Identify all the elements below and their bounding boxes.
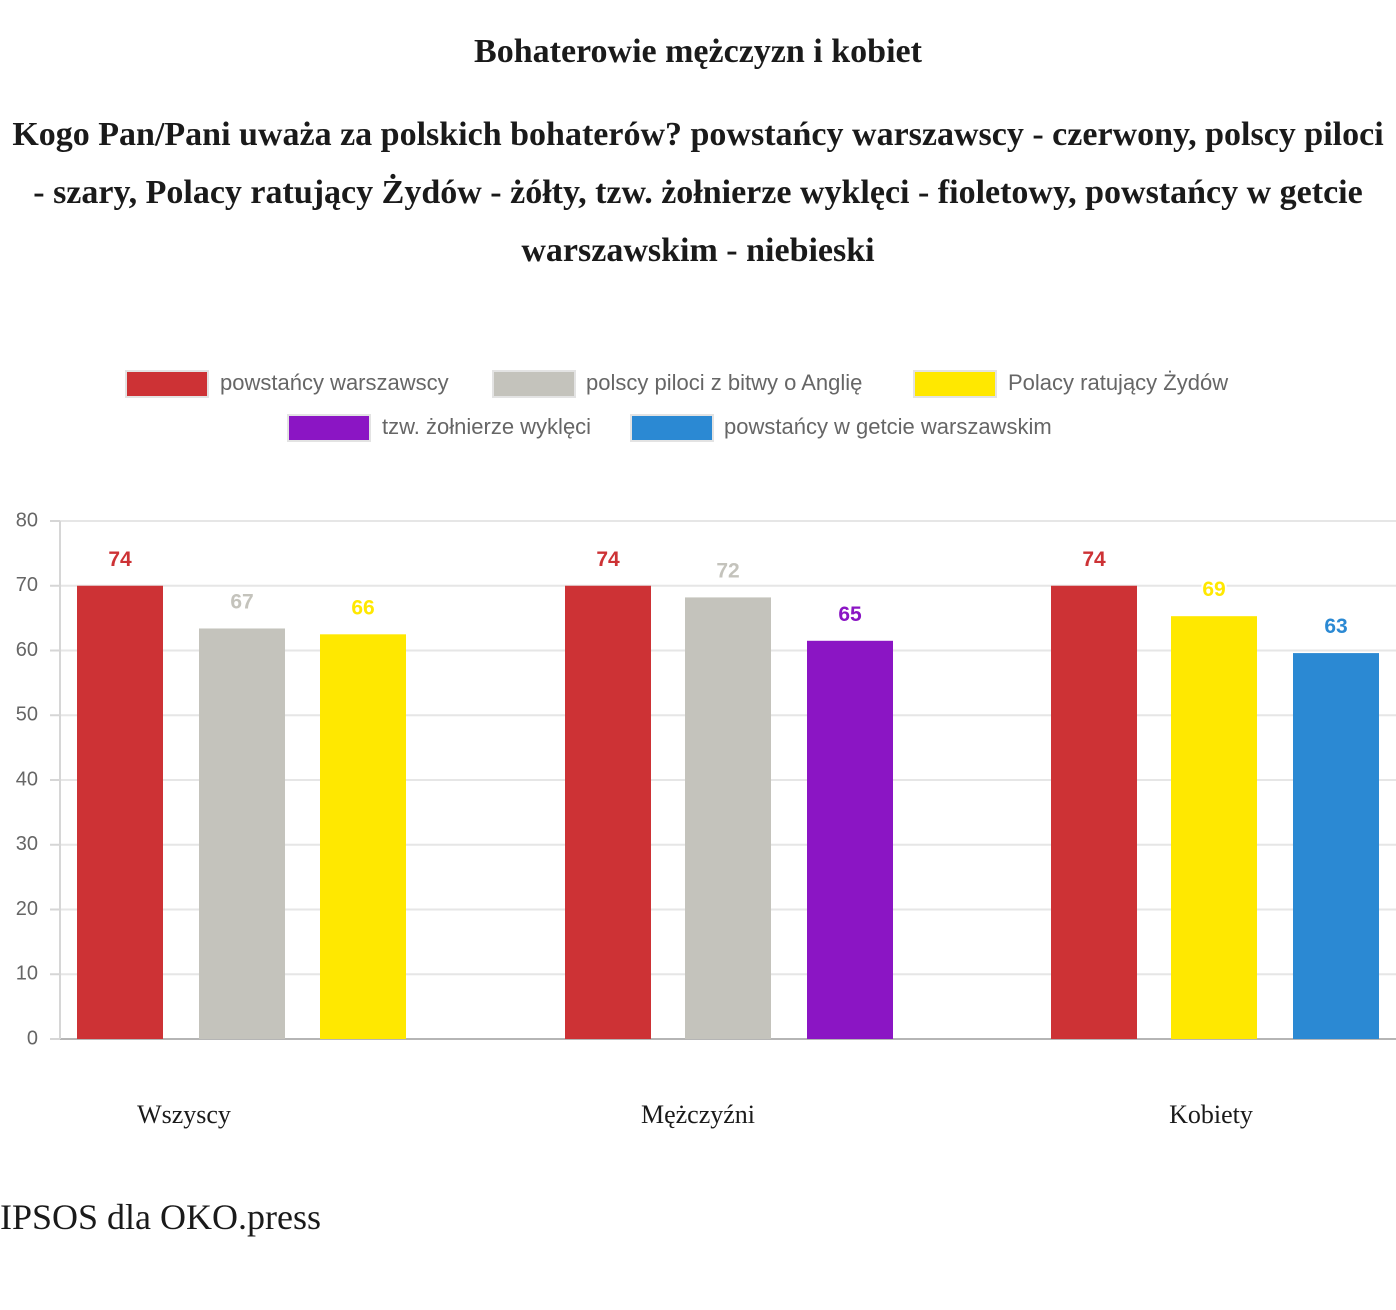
chart-bars: 74 67 66 74 72 65 74 69 63 — [77, 546, 1379, 1039]
y-tick-label: 50 — [16, 704, 38, 726]
value-label: 72 — [716, 559, 739, 582]
value-label: 74 — [1082, 548, 1106, 571]
y-tick-label: 20 — [16, 898, 38, 920]
value-label: 66 — [351, 596, 374, 619]
value-label: 74 — [596, 548, 620, 571]
y-tick-label: 70 — [16, 574, 38, 596]
y-tick-label: 0 — [27, 1027, 38, 1049]
legend-swatch — [125, 370, 209, 398]
category-labels: Wszyscy Mężczyźni Kobiety — [137, 1100, 1253, 1129]
value-label: 69 — [1202, 578, 1225, 601]
bar — [1171, 616, 1257, 1039]
value-label: 65 — [838, 603, 862, 626]
chart-title: Bohaterowie mężczyzn i kobiet — [474, 33, 922, 70]
source-credit: IPSOS dla OKO.press — [0, 1197, 322, 1237]
value-label: 63 — [1324, 615, 1347, 638]
bar — [807, 640, 893, 1039]
category-label: Mężczyźni — [641, 1100, 755, 1129]
bar — [685, 597, 771, 1039]
bar — [77, 585, 163, 1039]
category-label: Kobiety — [1169, 1100, 1253, 1129]
value-label: 74 — [108, 548, 132, 571]
legend-label: polscy piloci z bitwy o Anglię — [586, 370, 862, 395]
legend-label: Polacy ratujący Żydów — [1008, 370, 1228, 395]
category-label: Wszyscy — [137, 1100, 231, 1129]
legend-label: powstańcy warszawscy — [220, 370, 449, 395]
legend-swatch — [492, 370, 576, 398]
bar — [1051, 585, 1137, 1039]
bar — [565, 585, 651, 1039]
y-tick-label: 60 — [16, 639, 38, 661]
legend-label: powstańcy w getcie warszawskim — [724, 414, 1052, 439]
legend-swatch — [630, 414, 714, 442]
y-tick-label: 40 — [16, 768, 38, 790]
y-tick-label: 10 — [16, 963, 38, 985]
value-label: 67 — [230, 590, 253, 613]
bar — [199, 628, 285, 1039]
bar — [320, 634, 406, 1039]
chart-subtitle: Kogo Pan/Pani uważa za polskich bohateró… — [12, 116, 1384, 269]
bar-chart: powstańcy warszawscy polscy piloci z bitw… — [16, 370, 1396, 1129]
legend-swatch — [287, 414, 371, 442]
y-tick-label: 30 — [16, 833, 38, 855]
legend-label: tzw. żołnierze wyklęci — [382, 414, 591, 439]
chart-legend: powstańcy warszawscy polscy piloci z bitw… — [125, 370, 1228, 442]
legend-swatch — [913, 370, 997, 398]
bar — [1293, 653, 1379, 1039]
y-tick-label: 80 — [16, 509, 38, 531]
